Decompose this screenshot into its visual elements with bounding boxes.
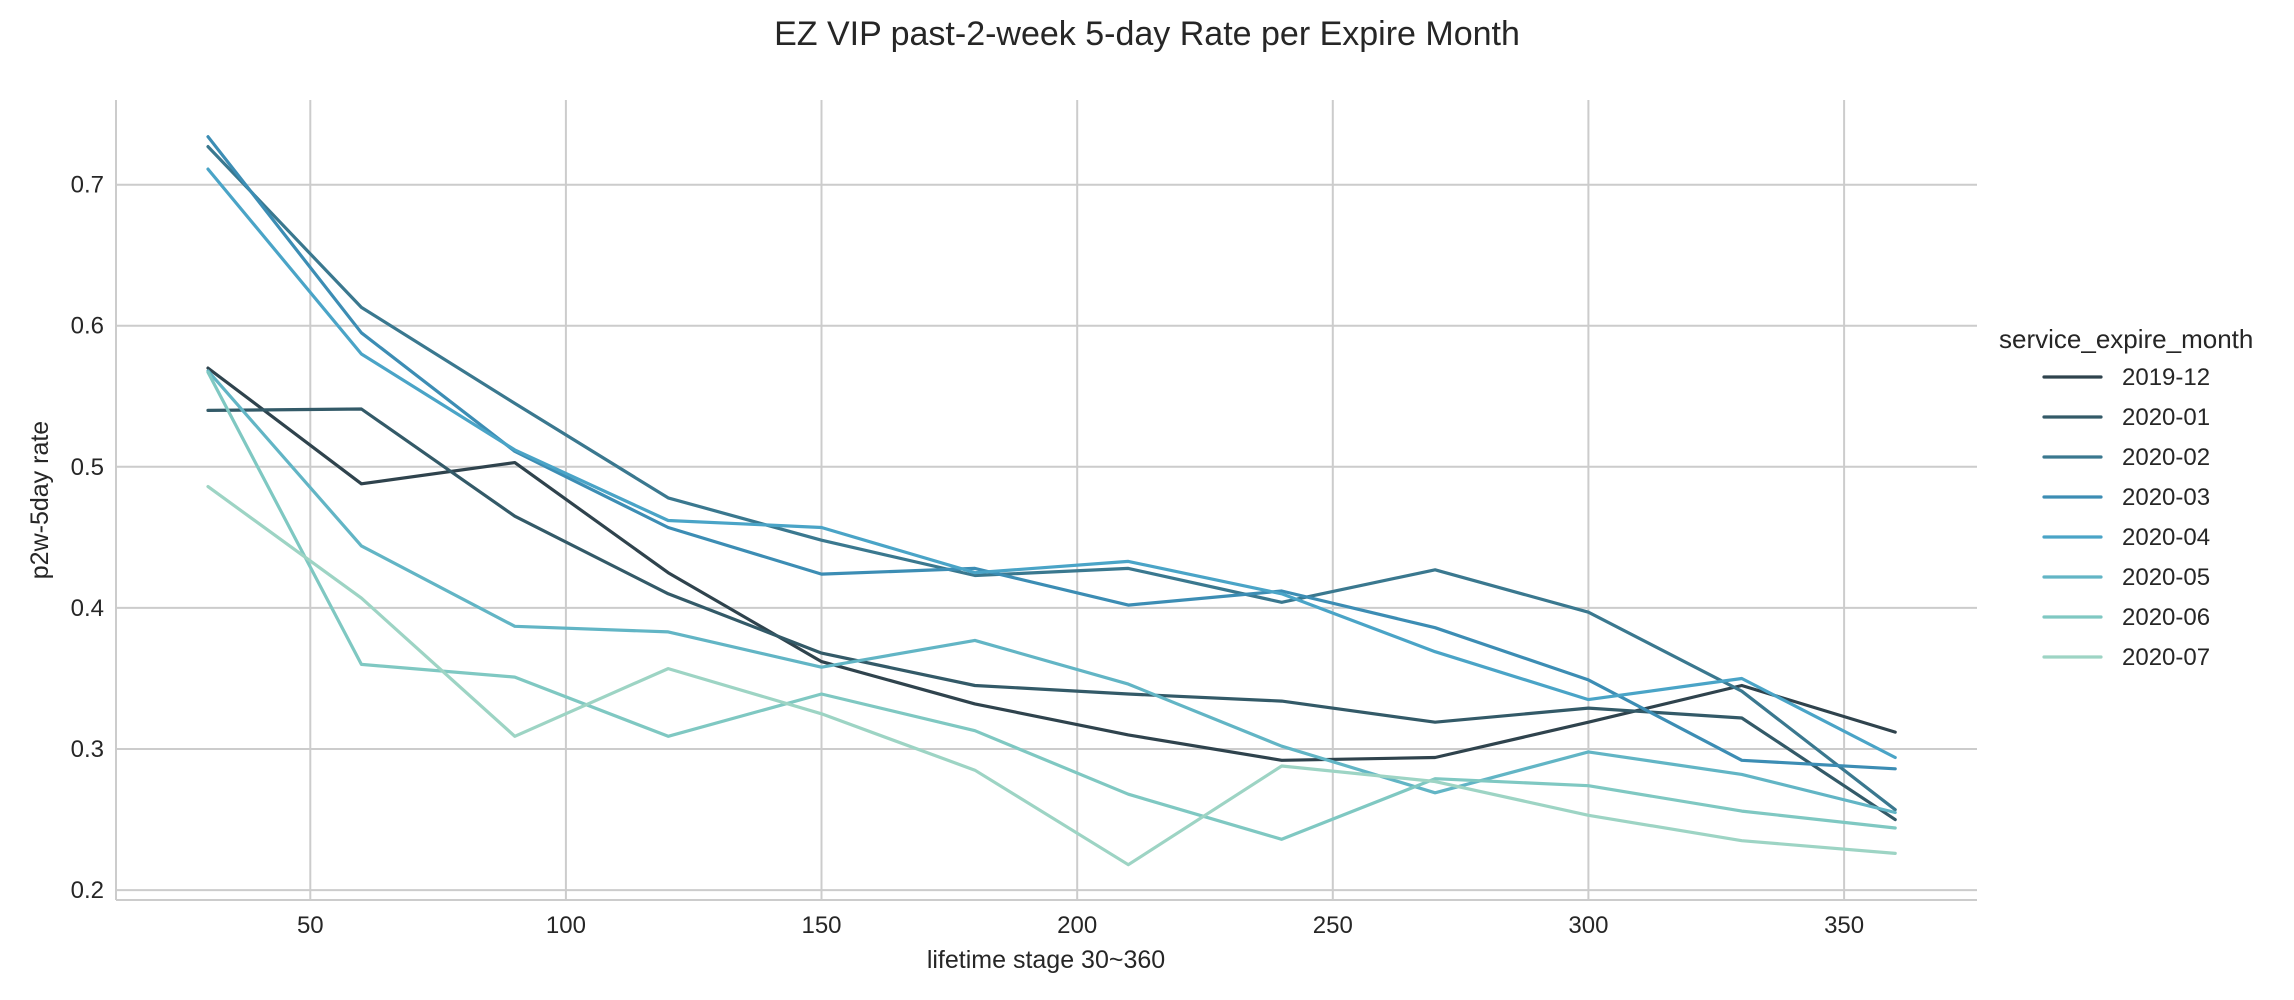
y-tick-label-0: 0.2 xyxy=(71,877,104,904)
x-tick-label-5: 300 xyxy=(1568,912,1608,939)
series-lines xyxy=(206,135,1897,867)
y-tick-label-2: 0.4 xyxy=(71,595,104,622)
legend-label-2020-02: 2020-02 xyxy=(2122,444,2210,471)
series-line-2020-01 xyxy=(206,407,1897,822)
series-line-2020-04 xyxy=(206,167,1897,760)
series-line-2020-03 xyxy=(206,135,1897,771)
legend-items: 2019-12 2020-01 2020-02 2020-03 2020-04 2020-… xyxy=(2042,364,2210,671)
y-tick-label-5: 0.7 xyxy=(71,172,104,199)
series-line-2020-06 xyxy=(206,370,1897,841)
x-tick-label-2: 150 xyxy=(801,912,841,939)
series-line-2020-07 xyxy=(206,485,1897,867)
legend-label-2020-06: 2020-06 xyxy=(2122,604,2210,631)
legend-label-2020-03: 2020-03 xyxy=(2122,484,2210,511)
series-line-2020-05 xyxy=(206,369,1897,815)
chart-title: EZ VIP past-2-week 5-day Rate per Expire… xyxy=(774,15,1520,53)
x-axis-label: lifetime stage 30~360 xyxy=(927,946,1165,974)
y-tick-label-3: 0.5 xyxy=(71,454,104,481)
legend-title: service_expire_month xyxy=(1999,324,2253,354)
legend-label-2020-07: 2020-07 xyxy=(2122,644,2210,671)
x-tick-label-3: 200 xyxy=(1057,912,1097,939)
legend-label-2019-12: 2019-12 xyxy=(2122,364,2210,391)
grid-lines xyxy=(116,100,1977,900)
x-tick-label-4: 250 xyxy=(1313,912,1353,939)
axis-ticks: 50 100 150 200 250 300 350 0.2 0.3 0.4 0.5 0.6 0.7 xyxy=(71,172,1864,939)
legend: service_expire_month 2019-12 2020-01 2020-… xyxy=(1999,324,2253,671)
legend-label-2020-01: 2020-01 xyxy=(2122,404,2210,431)
legend-label-2020-05: 2020-05 xyxy=(2122,564,2210,591)
y-tick-label-1: 0.3 xyxy=(71,736,104,763)
x-tick-label-0: 50 xyxy=(297,912,324,939)
legend-label-2020-04: 2020-04 xyxy=(2122,524,2210,551)
series-line-2019-12 xyxy=(206,366,1897,762)
x-tick-label-1: 100 xyxy=(546,912,586,939)
series-line-2020-02 xyxy=(206,145,1897,812)
x-tick-label-6: 350 xyxy=(1824,912,1864,939)
y-tick-label-4: 0.6 xyxy=(71,313,104,340)
y-axis-label: p2w-5day rate xyxy=(26,421,54,579)
